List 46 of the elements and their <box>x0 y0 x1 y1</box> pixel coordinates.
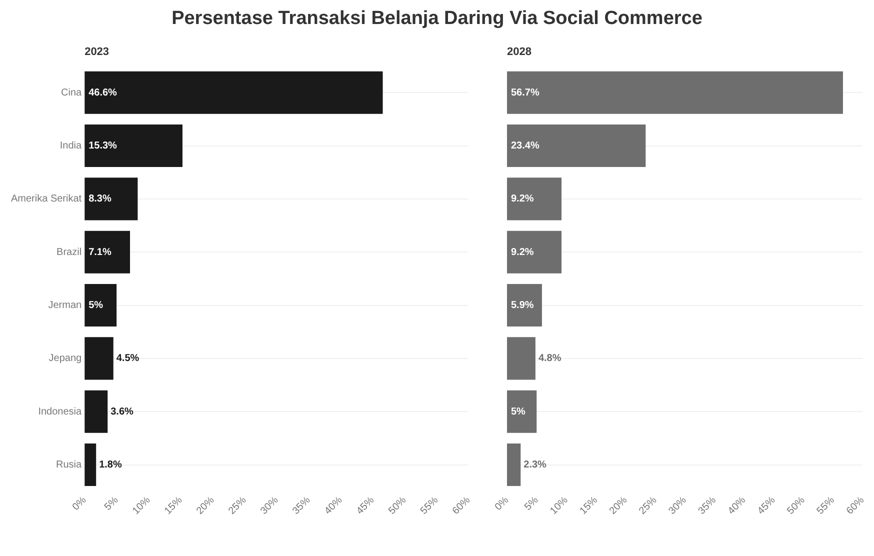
data-label: 7.1% <box>88 246 112 258</box>
data-label: 56.7% <box>511 87 540 98</box>
y-tick-label: Cina <box>61 87 82 98</box>
data-label: 15.3% <box>88 140 118 152</box>
x-tick-label: 45% <box>756 494 778 517</box>
x-tick-label: 45% <box>354 494 377 517</box>
data-label: 23.4% <box>511 140 540 152</box>
data-label: 46.6% <box>88 87 118 98</box>
y-tick-label: Rusia <box>56 460 82 471</box>
x-tick-label: 0% <box>493 494 512 513</box>
data-label: 9.2% <box>511 246 534 258</box>
data-label: 2.3% <box>524 460 547 471</box>
data-label: 9.2% <box>511 194 534 205</box>
data-label: 5.9% <box>511 300 534 312</box>
y-tick-label: Jerman <box>48 300 82 312</box>
x-tick-label: 60% <box>450 494 473 517</box>
data-label: 8.3% <box>88 194 112 205</box>
y-tick-label: Jepang <box>48 353 82 364</box>
x-tick-label: 35% <box>696 494 719 517</box>
y-tick-label: India <box>60 140 82 152</box>
x-tick-label: 40% <box>322 494 345 517</box>
x-tick-label: 60% <box>844 494 867 517</box>
x-tick-label: 55% <box>418 494 441 517</box>
chart-subtitle: 2023 <box>84 46 110 58</box>
chart-title: Persentase Transaksi Belanja Daring Via Social Commerce <box>170 8 704 30</box>
x-tick-label: 5% <box>522 494 541 513</box>
x-tick-label: 5% <box>102 494 121 513</box>
x-tick-label: 10% <box>548 494 570 517</box>
x-tick-label: 50% <box>386 494 409 517</box>
x-tick-label: 30% <box>258 494 281 517</box>
data-label: 5% <box>511 406 526 418</box>
y-tick-label: Brazil <box>56 246 82 258</box>
x-tick-label: 30% <box>666 494 689 517</box>
x-tick-label: 50% <box>785 494 808 517</box>
x-tick-label: 35% <box>290 494 313 517</box>
chart-subtitle: 2028 <box>507 46 532 58</box>
x-tick-label: 40% <box>726 494 748 517</box>
data-label: 1.8% <box>99 460 122 471</box>
y-tick-label: Amerika Serikat <box>11 194 82 205</box>
data-label: 4.8% <box>538 353 562 364</box>
data-label: 5% <box>88 300 104 312</box>
data-label: 3.6% <box>110 406 134 418</box>
data-label: 4.5% <box>116 353 140 364</box>
x-tick-label: 0% <box>70 494 89 513</box>
x-tick-label: 55% <box>815 494 838 517</box>
y-tick-label: Indonesia <box>38 406 82 418</box>
